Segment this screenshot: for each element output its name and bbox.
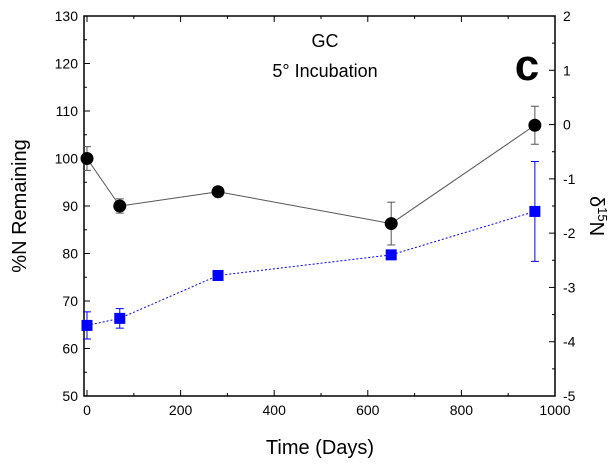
y-left-tick-label: 130	[55, 8, 79, 24]
x-tick-label: 0	[83, 402, 91, 418]
y-left-tick-label: 60	[62, 341, 78, 357]
x-axis-title: Time (Days)	[266, 437, 374, 459]
annotation-line-2: 5° Incubation	[272, 61, 377, 81]
y-right-tick-label: -5	[563, 388, 576, 404]
panel-letter: c	[515, 41, 539, 90]
y-right-tick-label: -4	[563, 334, 576, 350]
y-left-tick-label: 50	[62, 388, 78, 404]
y-left-tick-label: 120	[55, 56, 79, 72]
y-left-tick-label: 100	[55, 151, 79, 167]
y-left-tick-label: 70	[62, 293, 78, 309]
x-tick-label: 1000	[539, 402, 570, 418]
y-right-title-delta: δ	[585, 196, 607, 207]
y-left-axis-title: %N Remaining	[9, 139, 31, 272]
y-right-title-superscript: 15	[595, 207, 610, 221]
y-right-tick-label: 1	[563, 62, 571, 78]
y-left-tick-label: 110	[56, 103, 79, 119]
y-right-tick-label: 0	[563, 117, 571, 133]
series-2-point	[114, 312, 126, 324]
y-right-axis-title: δ15N	[585, 196, 610, 236]
y-left-tick-label: 90	[62, 198, 78, 214]
x-tick-label: 400	[263, 402, 287, 418]
series-layer	[80, 105, 542, 340]
series-1-point	[528, 118, 542, 132]
y-right-title-n: N	[585, 222, 607, 236]
axis-ticks: 0 200 400 600 800 10005060708090100110120130-…	[55, 8, 576, 418]
series-1-line	[86, 124, 536, 225]
series-1-point	[113, 199, 127, 213]
y-left-tick-label: 80	[62, 246, 78, 262]
series-1-point	[384, 217, 398, 231]
y-right-tick-label: -3	[563, 279, 576, 295]
series-2-point	[385, 249, 397, 261]
x-tick-label: 800	[450, 402, 474, 418]
y-right-tick-label: 2	[563, 8, 571, 24]
series-2-point	[81, 319, 93, 331]
series-1-point	[211, 185, 225, 199]
series-2-point	[529, 205, 541, 217]
series-2-line	[86, 210, 536, 326]
x-tick-label: 200	[169, 402, 193, 418]
series-1-point	[80, 152, 94, 165]
annotation-line-1: GC	[312, 31, 339, 51]
series-2-point	[212, 269, 224, 281]
x-tick-label: 600	[356, 402, 380, 418]
y-right-tick-label: -1	[563, 171, 576, 187]
y-right-tick-label: -2	[563, 225, 576, 241]
